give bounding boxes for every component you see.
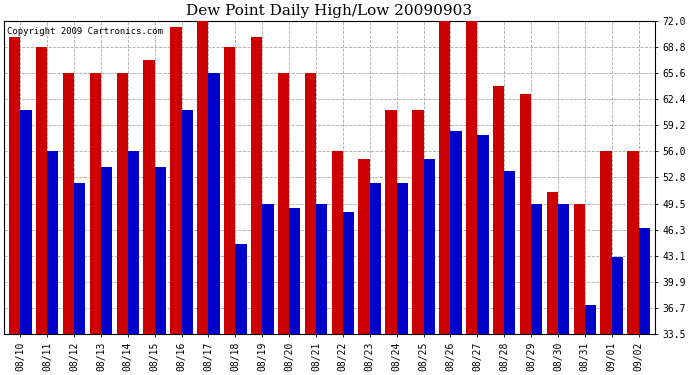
Bar xyxy=(63,73,74,375)
Bar xyxy=(611,256,623,375)
Bar xyxy=(235,244,246,375)
Bar xyxy=(20,110,32,375)
Bar xyxy=(520,94,531,375)
Title: Dew Point Daily High/Low 20090903: Dew Point Daily High/Low 20090903 xyxy=(186,4,473,18)
Bar xyxy=(343,212,354,375)
Bar xyxy=(546,192,558,375)
Bar xyxy=(493,86,504,375)
Bar xyxy=(36,47,47,375)
Bar xyxy=(128,151,139,375)
Bar xyxy=(370,183,381,375)
Bar xyxy=(466,21,477,375)
Bar xyxy=(638,228,650,375)
Bar xyxy=(47,151,59,375)
Bar xyxy=(477,135,489,375)
Bar xyxy=(181,110,193,375)
Bar xyxy=(144,60,155,375)
Bar xyxy=(101,167,112,375)
Bar xyxy=(332,151,343,375)
Bar xyxy=(90,73,101,375)
Bar xyxy=(278,73,289,375)
Bar xyxy=(585,305,596,375)
Bar xyxy=(397,183,408,375)
Bar xyxy=(558,204,569,375)
Bar xyxy=(197,16,208,375)
Bar xyxy=(600,151,611,375)
Bar xyxy=(74,183,86,375)
Bar xyxy=(504,171,515,375)
Bar xyxy=(385,110,397,375)
Bar xyxy=(439,21,451,375)
Bar xyxy=(9,37,20,375)
Bar xyxy=(305,73,316,375)
Bar xyxy=(359,159,370,375)
Text: Copyright 2009 Cartronics.com: Copyright 2009 Cartronics.com xyxy=(8,27,164,36)
Bar xyxy=(251,37,262,375)
Bar xyxy=(117,73,128,375)
Bar xyxy=(316,204,327,375)
Bar xyxy=(289,208,300,375)
Bar xyxy=(412,110,424,375)
Bar xyxy=(451,130,462,375)
Bar xyxy=(627,151,638,375)
Bar xyxy=(208,73,219,375)
Bar xyxy=(224,47,235,375)
Bar xyxy=(262,204,273,375)
Bar xyxy=(424,159,435,375)
Bar xyxy=(531,204,542,375)
Bar xyxy=(573,204,585,375)
Bar xyxy=(155,167,166,375)
Bar xyxy=(170,27,181,375)
